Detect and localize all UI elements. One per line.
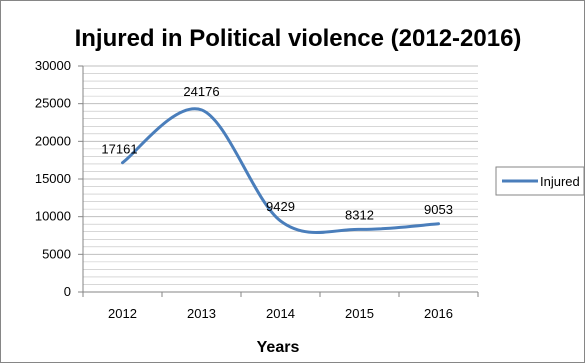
x-tick-label: 2016 xyxy=(424,306,453,321)
data-label: 9053 xyxy=(424,202,453,217)
y-tick-label: 25000 xyxy=(35,96,71,111)
data-label: 9429 xyxy=(266,199,295,214)
legend: Injured xyxy=(495,166,585,196)
y-tick-label: 10000 xyxy=(35,209,71,224)
x-tick-label: 2012 xyxy=(108,306,137,321)
x-tick-label: 2013 xyxy=(187,306,216,321)
y-tick-label: 5000 xyxy=(42,246,71,261)
gridlines xyxy=(83,65,478,285)
series-group xyxy=(121,107,440,234)
legend-label-injured: Injured xyxy=(540,174,580,189)
x-tick-label: 2014 xyxy=(266,306,295,321)
y-tick-label: 15000 xyxy=(35,171,71,186)
series-line-injured xyxy=(121,107,440,234)
x-tick-label: 2015 xyxy=(345,306,374,321)
y-axis-ticks: 0 5000 10000 15000 20000 25000 30000 xyxy=(35,58,83,299)
y-tick-label: 0 xyxy=(64,284,71,299)
x-axis-ticks: 2012 2013 2014 2015 2016 xyxy=(82,292,479,321)
data-labels: 17161 24176 9429 8312 9053 xyxy=(101,84,453,223)
chart-title: Injured in Political violence (2012-2016… xyxy=(75,25,522,52)
data-label: 24176 xyxy=(183,84,219,99)
x-axis-title: Years xyxy=(257,339,300,356)
data-label: 17161 xyxy=(101,142,137,157)
data-label: 8312 xyxy=(345,207,374,222)
y-tick-label: 30000 xyxy=(35,58,71,73)
y-tick-label: 20000 xyxy=(35,133,71,148)
